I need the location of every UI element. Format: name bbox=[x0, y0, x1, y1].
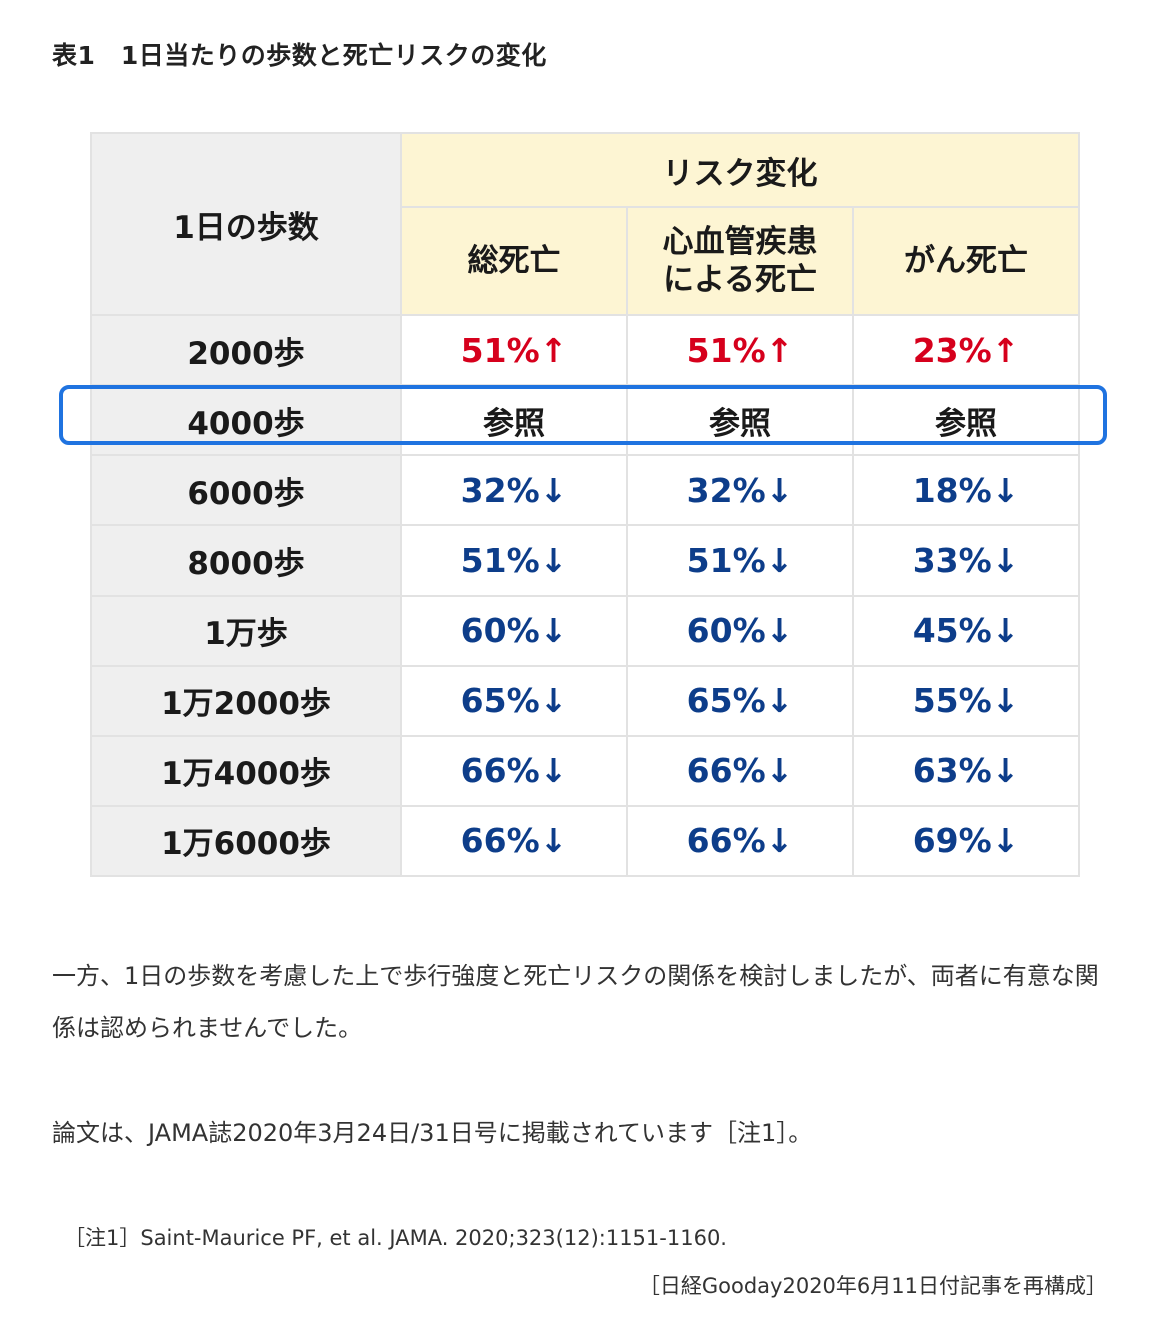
footnote: ［注1］Saint-Maurice PF, et al. JAMA. 2020;… bbox=[64, 1226, 727, 1250]
total-mortality-cell: 60%↓ bbox=[400, 594, 628, 667]
cardiovascular-mortality-cell: 参照 bbox=[626, 384, 854, 457]
table-row: 4000歩 参照 参照 参照 bbox=[90, 384, 1081, 457]
cardiovascular-mortality-cell: 51%↑ bbox=[626, 313, 854, 387]
steps-cell: 8000歩 bbox=[90, 524, 402, 597]
table-row: 1万歩 60%↓ 60%↓ 45%↓ bbox=[90, 594, 1081, 667]
cardiovascular-mortality-cell: 51%↓ bbox=[626, 524, 854, 597]
cancer-mortality-cell: 23%↑ bbox=[851, 313, 1081, 387]
total-mortality-cell: 参照 bbox=[400, 384, 628, 457]
cardiovascular-mortality-cell: 66%↓ bbox=[626, 804, 854, 878]
column-header-cardiovascular-mortality: 心血管疾患 による死亡 bbox=[626, 206, 854, 316]
body-paragraph-intensity: 一方、1日の歩数を考慮した上で歩行強度と死亡リスクの関係を検討しましたが、両者に… bbox=[52, 962, 1099, 1042]
cancer-mortality-cell: 33%↓ bbox=[851, 524, 1081, 597]
cancer-mortality-cell: 45%↓ bbox=[851, 594, 1081, 667]
column-header-cardiovascular-label: 心血管疾患 による死亡 bbox=[662, 224, 818, 298]
steps-cell: 1万歩 bbox=[90, 594, 402, 667]
cardiovascular-mortality-cell: 60%↓ bbox=[626, 594, 854, 667]
table-row: 1万4000歩 66%↓ 66%↓ 63%↓ bbox=[90, 734, 1081, 807]
steps-cell: 1万2000歩 bbox=[90, 664, 402, 737]
total-mortality-cell: 51%↓ bbox=[400, 524, 628, 597]
total-mortality-cell: 66%↓ bbox=[400, 734, 628, 807]
cancer-mortality-cell: 55%↓ bbox=[851, 664, 1081, 737]
cancer-mortality-cell: 63%↓ bbox=[851, 734, 1081, 807]
cancer-mortality-cell: 参照 bbox=[851, 384, 1081, 457]
steps-cell: 1万4000歩 bbox=[90, 734, 402, 807]
total-mortality-cell: 51%↑ bbox=[400, 313, 628, 387]
body-paragraph-publication: 論文は、JAMA誌2020年3月24日/31日号に掲載されています［注1］。 bbox=[52, 1119, 813, 1147]
table-row: 2000歩 51%↑ 51%↑ 23%↑ bbox=[90, 313, 1081, 387]
risk-table-body: 2000歩 51%↑ 51%↑ 23%↑ 4000歩 参照 参照 参照 6000歩 32%↓ 32%… bbox=[90, 313, 1081, 878]
steps-cell: 4000歩 bbox=[90, 384, 402, 457]
total-mortality-cell: 32%↓ bbox=[400, 454, 628, 527]
table-row: 6000歩 32%↓ 32%↓ 18%↓ bbox=[90, 454, 1081, 527]
cancer-mortality-cell: 18%↓ bbox=[851, 454, 1081, 527]
table-row: 1万2000歩 65%↓ 65%↓ 55%↓ bbox=[90, 664, 1081, 737]
steps-cell: 1万6000歩 bbox=[90, 804, 402, 878]
table-row: 1万6000歩 66%↓ 66%↓ 69%↓ bbox=[90, 804, 1081, 878]
risk-table: 1日の歩数 リスク変化 総死亡 心血管疾患 による死亡 がん死亡 2000歩 51… bbox=[90, 132, 1081, 878]
steps-column-header: 1日の歩数 bbox=[90, 132, 402, 316]
source-credit: ［日経Gooday2020年6月11日付記事を再構成］ bbox=[638, 1274, 1107, 1298]
cardiovascular-mortality-cell: 65%↓ bbox=[626, 664, 854, 737]
risk-table-container: 1日の歩数 リスク変化 総死亡 心血管疾患 による死亡 がん死亡 2000歩 51… bbox=[90, 132, 1081, 878]
steps-cell: 2000歩 bbox=[90, 313, 402, 387]
cardiovascular-mortality-cell: 32%↓ bbox=[626, 454, 854, 527]
cardiovascular-mortality-cell: 66%↓ bbox=[626, 734, 854, 807]
table-row: 8000歩 51%↓ 51%↓ 33%↓ bbox=[90, 524, 1081, 597]
column-header-total-mortality: 総死亡 bbox=[400, 206, 628, 316]
risk-change-header: リスク変化 bbox=[399, 132, 1081, 208]
cancer-mortality-cell: 69%↓ bbox=[851, 804, 1081, 878]
table-caption: 表1 1日当たりの歩数と死亡リスクの変化 bbox=[52, 41, 547, 70]
column-header-cancer-mortality: がん死亡 bbox=[851, 206, 1081, 316]
steps-cell: 6000歩 bbox=[90, 454, 402, 527]
total-mortality-cell: 66%↓ bbox=[400, 804, 628, 878]
total-mortality-cell: 65%↓ bbox=[400, 664, 628, 737]
